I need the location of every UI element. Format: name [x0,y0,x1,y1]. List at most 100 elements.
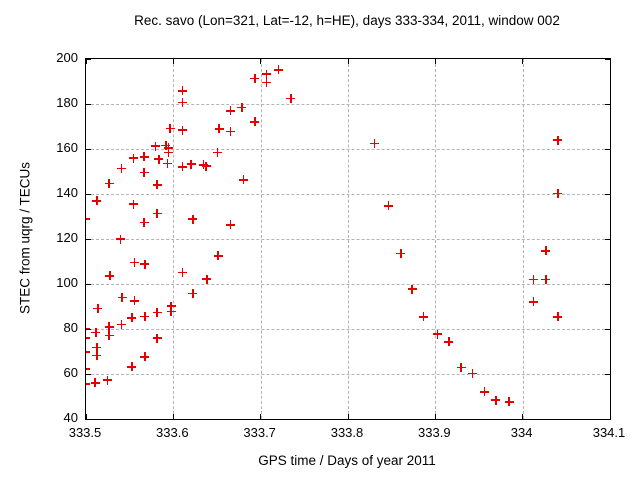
data-point [407,284,417,294]
x-tick-mark [347,414,349,419]
data-point [127,313,137,323]
data-point [152,209,162,219]
x-tick-mark [86,59,87,64]
data-point [384,201,394,211]
y-gridline [86,149,610,150]
y-gridline [86,239,610,240]
x-tick-mark [260,414,262,419]
y-tick-mark [86,148,91,150]
y-tick-mark [605,238,610,240]
data-point [504,397,514,407]
x-tick-mark [172,59,174,64]
x-tick-mark [172,414,174,419]
y-tick-mark [86,418,91,419]
data-point [444,337,454,347]
data-point [105,271,115,281]
x-tick-label: 333.5 [68,425,102,440]
x-tick-mark [522,414,524,419]
data-point [129,296,139,306]
data-point [86,379,90,389]
data-point [541,246,551,256]
data-point [129,153,139,163]
data-point [529,297,539,307]
y-gridline [86,329,610,330]
data-point [139,168,149,178]
y-tick-label: 160 [56,140,78,155]
data-point [177,125,187,135]
data-point [86,364,90,374]
data-point [152,333,162,343]
data-point [86,347,90,357]
data-point [480,387,490,397]
y-tick-mark [605,103,610,105]
y-gridline [86,284,610,285]
data-point [92,342,102,352]
y-tick-mark [605,283,610,285]
x-tick-mark [347,59,349,64]
data-point [86,214,90,224]
x-tick-mark [434,59,436,64]
y-tick-label: 60 [63,365,78,380]
data-point [177,98,187,108]
data-point [152,180,162,190]
data-point [491,395,501,405]
data-point [140,259,150,269]
data-point [177,162,187,172]
x-tick-mark [434,414,436,419]
data-point [225,106,235,116]
data-point [201,161,211,171]
data-point [186,159,196,169]
data-point [237,103,247,113]
data-point [418,312,428,322]
y-gridline [86,104,610,105]
data-point [225,220,235,230]
data-point [129,199,139,209]
data-point [225,127,235,137]
data-point [91,328,101,338]
data-point [166,301,176,311]
y-tick-mark [86,373,91,375]
x-axis-label: GPS time / Days of year 2011 [258,453,436,468]
data-point [250,117,260,127]
y-tick-mark [86,59,91,60]
data-point [139,218,149,228]
y-gridline [86,194,610,195]
data-point [286,94,296,104]
data-point [212,148,222,158]
data-point [161,141,171,151]
data-point [115,234,125,244]
data-point [261,69,271,79]
y-tick-label: 40 [63,410,78,425]
data-point [214,124,224,134]
data-point [166,306,176,316]
data-point [553,135,563,145]
data-point [116,319,126,329]
data-point [102,375,112,385]
data-point [86,324,90,333]
y-gridline [86,374,610,375]
data-point [370,139,380,149]
y-tick-label: 120 [56,230,78,245]
data-point [150,141,160,151]
data-point [117,292,127,302]
data-point [163,143,173,153]
x-tick-label: 334 [510,425,533,440]
data-point [154,154,164,164]
data-point [165,123,175,133]
data-point [163,159,173,169]
y-tick-label: 80 [63,320,78,335]
x-tick-label: 334.1 [592,425,626,440]
data-point [553,312,563,322]
data-point [86,333,90,343]
data-point [261,77,271,87]
data-point [198,160,208,170]
data-point [92,351,102,360]
x-tick-label: 333.6 [156,425,189,440]
y-tick-label: 180 [56,95,78,110]
y-tick-mark [86,283,91,285]
data-point [140,352,150,362]
y-tick-mark [605,373,610,375]
data-point [188,214,198,224]
y-tick-mark [86,193,91,195]
data-point [177,86,187,96]
